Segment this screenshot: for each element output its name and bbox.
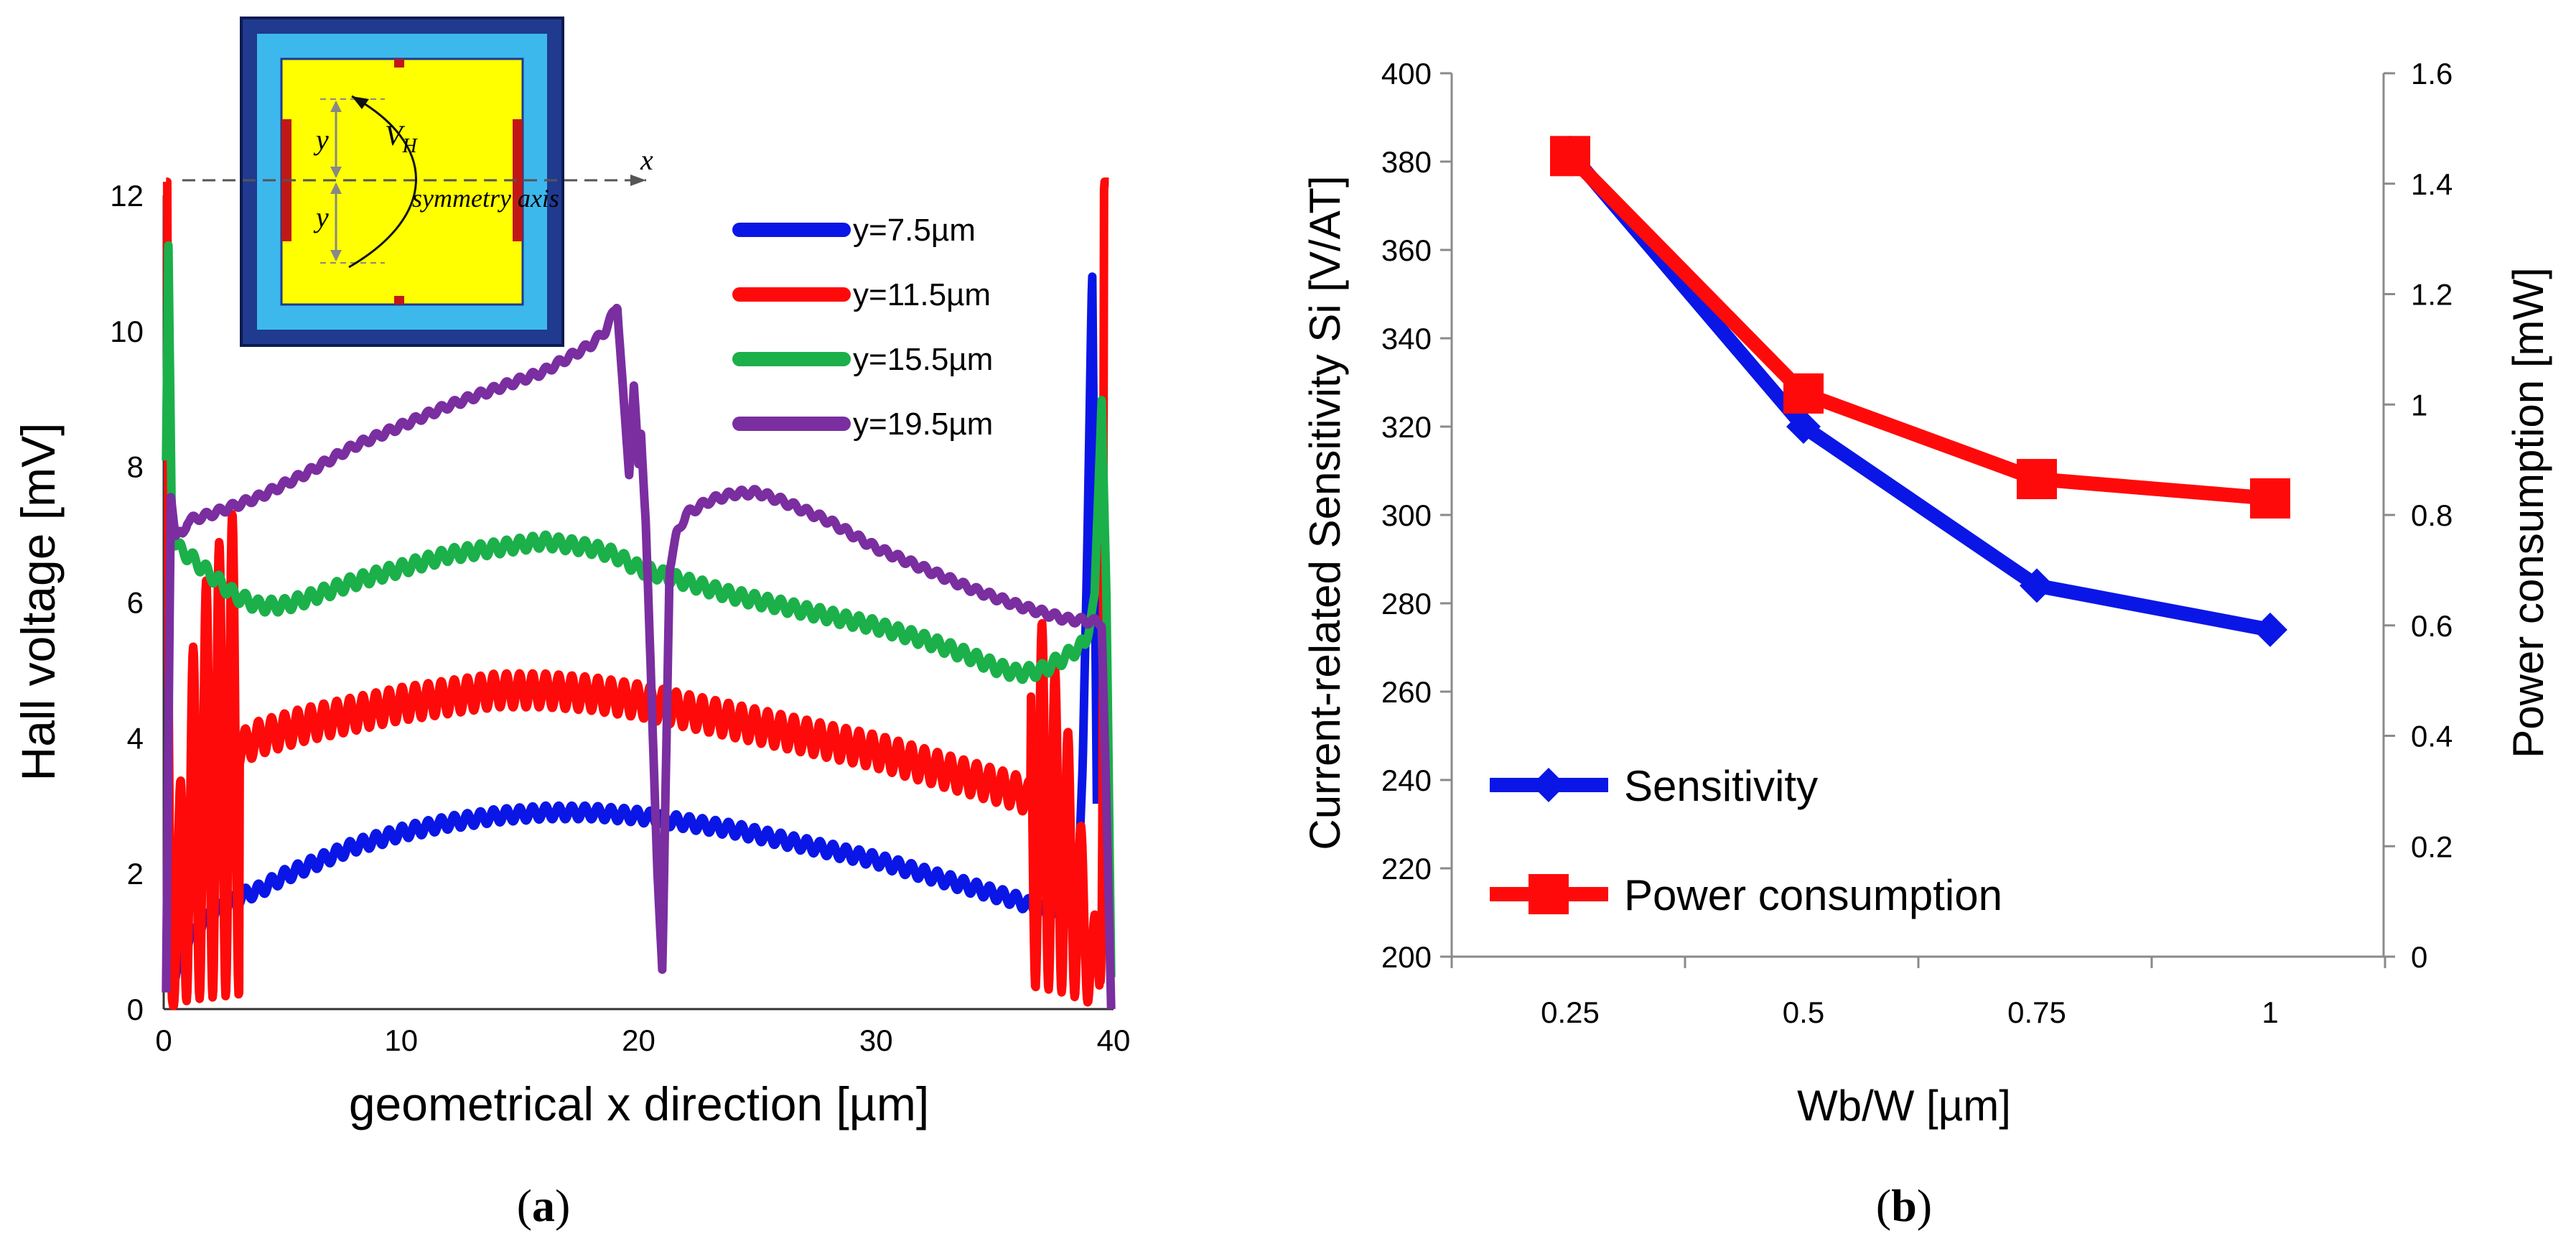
panel-a-series-line [162,272,1101,992]
panel-a-y-tick-label: 2 [127,857,144,891]
panel-b-left-tick-label: 200 [1381,940,1432,974]
inset-vh-arc-arrowhead [352,96,369,109]
panel-b-left-tick-label: 240 [1381,763,1432,797]
panel-a-caption-close: ) [555,1180,570,1231]
panel-a-y-tick-label: 4 [127,721,144,755]
panel-b-sensitivity-marker [2253,612,2287,647]
inset-yellow-active-area [280,57,524,306]
inset-x-axis-label: x [640,144,653,176]
inset-top-contact [394,59,404,68]
panel-b-caption: (b) [1876,1180,1932,1231]
panel-b-sensitivity-marker [1786,409,1821,444]
inset-y-label-lower: y [313,201,329,233]
panel-a-y-axis-label: Hall voltage [mV] [11,423,65,781]
panel-b-right-y-axis-label: Power consumption [mW] [2504,267,2552,758]
panel-b-caption-close: ) [1917,1180,1932,1231]
panel-a-series [162,177,1116,1011]
panel-b-left-tick-label: 260 [1381,675,1432,709]
panel-b-right-tick-label: 1.4 [2411,167,2453,201]
panel-a-legend-label: y=15.5µm [853,342,993,377]
inset-vh-label-sub: H [401,135,418,157]
panel-b-right-tick-label: 0 [2411,940,2427,974]
inset-hall-plate-schematic: y y VH x symmetry axis [182,17,653,347]
panel-b-power-marker [1550,136,1590,177]
inset-y-label-upper: y [313,124,329,156]
panel-a-legend-label: y=11.5µm [853,277,991,312]
panel-b-x-tick-label: 1 [2262,995,2278,1029]
panel-a-series-line [162,177,1113,1011]
panel-b-right-tick-label: 0.4 [2411,720,2453,753]
panel-b-left-tick-label: 280 [1381,587,1432,621]
panel-b-legend-marker [1531,768,1566,802]
panel-b-x-tick-label: 0.25 [1541,995,1600,1029]
panel-b-right-tick-label: 1.6 [2411,57,2453,90]
panel-b-right-tick-label: 0.6 [2411,609,2453,643]
panel-b-legend-label: Power consumption [1624,871,2002,919]
panel-b-left-tick-label: 360 [1381,233,1432,267]
inset-axis-arrowhead [630,175,646,186]
panel-b-caption-letter: b [1891,1180,1917,1231]
panel-a-legend-label: y=19.5µm [853,407,993,442]
inset-symmetry-axis-label: symmetry axis [412,184,559,213]
inset-vh-label: VH [385,119,418,157]
panel-a-x-tick-label: 40 [1097,1023,1131,1057]
panel-a-hall-voltage-chart: 0 10 20 30 40 0 2 4 6 8 10 12 geometrical x directi… [11,17,1130,1231]
panel-b-power-marker [2250,478,2290,519]
panel-a-y-tick-label: 10 [110,315,144,348]
panel-a-caption: (a) [517,1180,571,1231]
panel-a-legend: y=7.5µm y=11.5µm y=15.5µm y=19.5µm [732,213,993,442]
panel-a-x-tick-label: 30 [859,1023,893,1057]
inset-vh-label-main: V [385,119,406,152]
panel-b-caption-open: ( [1876,1180,1891,1231]
panel-b-x-tick-label: 0.5 [1783,995,1824,1029]
panel-a-y-tick-label: 6 [127,586,144,620]
panel-a-y-tick-label: 0 [127,993,144,1026]
panel-a-y-tick-label: 8 [127,450,144,484]
panel-a-y-tick-label: 12 [110,179,144,213]
panel-a-caption-open: ( [517,1180,532,1231]
panel-b-sensitivity-power-chart: 200 220 240 260 280 300 320 340 360 380 400 0 0.2 0.4… [1301,57,2552,1231]
inset-bottom-contact [394,296,404,305]
panel-b-legend: Sensitivity Power consumption [1490,762,2002,919]
panel-b-right-tick-label: 1.2 [2411,278,2453,312]
panel-b-sensitivity-marker [2020,568,2054,603]
panel-b-left-tick-label: 320 [1381,410,1432,444]
panel-b-left-y-axis-label: Current-related Sensitivity Si [V/AT] [1301,175,1349,850]
panel-b-left-tick-label: 300 [1381,498,1432,532]
panel-a-series-line [162,241,1116,977]
panel-b-left-tick-label: 220 [1381,852,1432,886]
panel-b-series-line [1564,148,2272,637]
inset-vh-arc [348,95,417,269]
panel-b-right-tick-label: 0.2 [2411,830,2453,863]
panel-b-right-tick-label: 0.8 [2411,498,2453,532]
panel-b-tick-labels: 200 220 240 260 280 300 320 340 360 380 400 0 0.2 0.4… [1381,57,2453,1029]
panel-b-left-tick-label: 380 [1381,145,1432,179]
panel-b-series [1550,135,2290,647]
panel-b-right-tick-label: 1 [2411,388,2427,422]
panel-b-left-tick-label: 400 [1381,57,1432,90]
panel-b-legend-marker [1529,874,1569,914]
panel-a-caption-letter: a [532,1180,555,1231]
panel-b-x-axis-label: Wb/W [µm] [1797,1082,2011,1130]
panel-b-left-tick-label: 340 [1381,322,1432,356]
inset-right-contact [513,119,523,241]
panel-a-x-tick-label: 0 [155,1023,172,1057]
panel-b-power-marker [1783,373,1824,414]
panel-b-x-tick-label: 0.75 [2007,995,2066,1029]
panel-a-x-tick-label: 10 [384,1023,418,1057]
panel-a-series-line [162,304,1116,1010]
panel-a-legend-label: y=7.5µm [853,213,976,248]
panel-b-legend-label: Sensitivity [1624,762,1818,810]
panel-b-series-line [1564,151,2271,506]
panel-a-x-tick-label: 20 [622,1023,655,1057]
panel-a-tick-labels: 0 10 20 30 40 0 2 4 6 8 10 12 [110,179,1130,1057]
panel-b-power-marker [2017,459,2057,500]
panel-a-x-axis-label: geometrical x direction [µm] [349,1077,929,1130]
